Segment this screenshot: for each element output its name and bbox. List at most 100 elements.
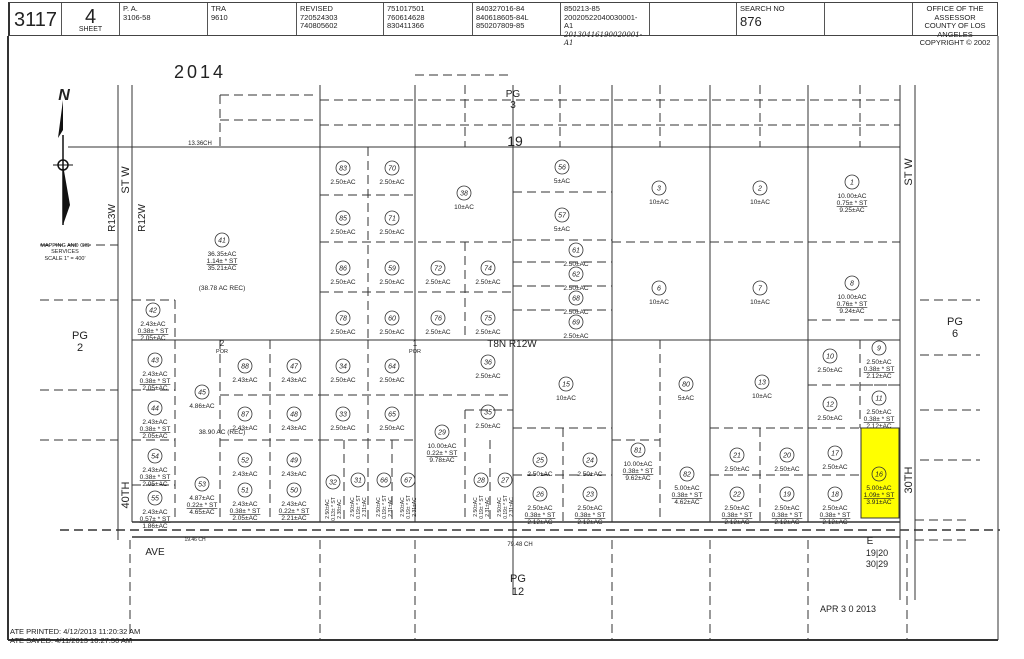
parcel-acreage: 0.22± * ST — [279, 508, 310, 515]
parcel-81: 81 10.00±AC0.38± * ST9.62±AC — [623, 442, 653, 482]
parcel-acreage: 2.43±AC — [142, 467, 168, 474]
parcel-61: 61 2.50±AC — [563, 242, 589, 268]
parcel-2: 2 10±AC — [750, 180, 770, 206]
parcel-24: 24 2.50±AC — [577, 452, 603, 478]
recorded-acreage: (38.78 AC REC) — [199, 285, 246, 292]
parcel-26: 26 2.50±AC0.38± * ST2.12±AC — [525, 486, 556, 526]
parcel-acreage: 2.50±AC — [475, 329, 501, 336]
parcel-acreage: 2.05±AC — [142, 385, 168, 392]
parcel-number-circle — [335, 358, 351, 374]
parcel-number: 21 — [732, 453, 741, 460]
parcel-acreage: 2.50±AC — [379, 179, 405, 186]
office-line: COUNTY OF LOS ANGELES — [924, 21, 986, 39]
parcel-number: 57 — [558, 213, 567, 220]
page-ref-2: 2 — [77, 342, 83, 354]
parcel-number: 34 — [339, 364, 347, 371]
parcel-acreage: 0.76± * ST — [837, 301, 868, 308]
parcel-number-circle — [147, 490, 163, 506]
parcel-number: 80 — [682, 382, 690, 389]
parcel-acreage: 2.50±AC — [330, 425, 356, 432]
parcel-acreage: 2.50±AC — [473, 497, 479, 517]
page-ref-2: PG — [72, 330, 88, 342]
parcel-acreage: 2.05±AC — [232, 515, 258, 522]
parcel-number-circle — [384, 160, 400, 176]
parcel-acreage: 2.50±AC — [563, 309, 589, 316]
parcel-acreage: 2.50±AC — [379, 279, 405, 286]
parcel-acreage: 2.12±AC — [866, 373, 892, 380]
parcel-number: 86 — [339, 266, 347, 273]
parcel-number: 42 — [149, 308, 157, 315]
parcel-85: 85 2.50±AC — [330, 210, 356, 236]
street-name: 30TH — [903, 466, 915, 493]
parcel-acreage: 0.38± * ST — [525, 512, 556, 519]
parcel-51: 51 2.43±AC0.38± * ST2.05±AC — [230, 482, 260, 522]
blank-cell — [825, 3, 913, 35]
parcel-52: 52 2.43±AC — [232, 452, 258, 478]
parcel-acreage: 2.50±AC — [475, 423, 501, 430]
revised-value: 740805602 — [300, 21, 338, 30]
parcel-67: 67 2.50±AC 0.19± * ST 2.31±AC — [400, 472, 418, 519]
parcel-number: 78 — [339, 316, 347, 323]
parcel-number: 54 — [151, 454, 159, 461]
parcel-number: 31 — [354, 478, 362, 485]
highlighted-parcel-16 — [860, 427, 900, 519]
parcel-number: 87 — [241, 412, 250, 419]
parcel-acreage: 0.38± * ST — [672, 492, 703, 499]
parcel-19: 19 2.50±AC0.38± * ST2.12±AC — [772, 486, 802, 526]
parcel-number-circle — [237, 452, 253, 468]
parcel-number: 74 — [484, 266, 492, 273]
parcel-acreage: 10.00±AC — [838, 193, 867, 200]
revision: 850213-85 — [564, 4, 600, 13]
parcel-acreage: 10±AC — [649, 299, 669, 306]
parcel-number: 26 — [535, 492, 544, 499]
parcel-number: 7 — [758, 286, 763, 293]
parcel-number-circle — [335, 260, 351, 276]
street-name: ST W — [120, 166, 132, 194]
parcel-number-circle — [558, 376, 574, 392]
parcel-33: 33 2.50±AC — [330, 406, 356, 432]
parcel-number-circle — [480, 260, 496, 276]
parcel-number-circle — [582, 452, 598, 468]
parcel-acreage: 0.57± * ST — [140, 516, 171, 523]
parcel-acreage: 2.50±AC — [866, 409, 892, 416]
parcel-number-circle — [554, 159, 570, 175]
parcel-45: 45 4.86±AC — [189, 384, 215, 410]
parcel-number-circle — [651, 180, 667, 196]
parcel-number-circle — [678, 376, 694, 392]
parcel-acreage: 9.24±AC — [839, 308, 865, 315]
parcel-acreage: 2.43±AC — [232, 425, 258, 432]
parcel-36: 36 2.50±AC — [475, 354, 501, 380]
parcel-16: 16 5.00±AC1.09± * ST3.91±AC — [864, 466, 894, 506]
parcel-acreage: 2.50±AC — [379, 329, 405, 336]
parcel-number-circle — [480, 404, 496, 420]
parcel-acreage: 2.12±AC — [774, 519, 800, 526]
parcel-number-circle — [286, 482, 302, 498]
parcel-number: 24 — [585, 458, 594, 465]
parcel-acreage: 2.31±AC — [509, 497, 515, 517]
parcel-acreage: 2.50±AC — [774, 505, 800, 512]
parcel-number-circle — [147, 352, 163, 368]
parcel-80: 80 5±AC — [678, 376, 694, 402]
parcel-number: 11 — [875, 396, 882, 403]
parcel-number: 65 — [388, 412, 396, 419]
parcel-acreage: 2.43±AC — [142, 509, 168, 516]
parcel-number-circle — [194, 384, 210, 400]
parcel-76: 76 2.50±AC — [425, 310, 451, 336]
parcel-acreage: 2.50±AC — [425, 329, 451, 336]
parcel-88: 88 2.43±AC — [232, 358, 258, 384]
revision: 751017501 — [387, 4, 425, 13]
parcel-65: 65 2.50±AC — [379, 406, 405, 432]
parcel-acreage: 3.91±AC — [866, 499, 892, 506]
parcel-number-circle — [779, 447, 795, 463]
parcel-acreage: 0.75± * ST — [837, 200, 868, 207]
parcel-number: 43 — [151, 358, 159, 365]
parcel-acreage: 0.19± * ST — [406, 495, 412, 519]
revision: 850207809-85 — [476, 21, 525, 30]
revision: 830411366 — [387, 21, 424, 30]
parcel-number: 3 — [657, 186, 661, 193]
parcel-number-circle — [286, 452, 302, 468]
parcel-acreage: 0.19± * ST — [503, 495, 509, 519]
parcel-number-circle — [480, 310, 496, 326]
parcel-number-circle — [384, 406, 400, 422]
